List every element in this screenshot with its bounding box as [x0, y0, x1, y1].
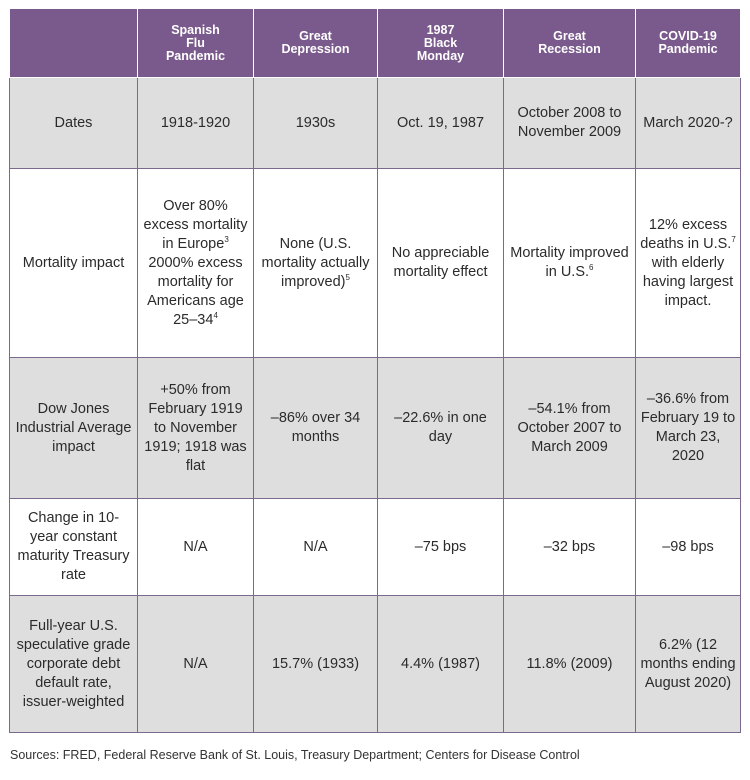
table-row-treasury: Change in 10-year constant maturity Trea…	[9, 498, 741, 596]
footnote-marker: 3	[224, 234, 229, 244]
header-great-recession: Great Recession	[503, 8, 636, 78]
header-text: Black	[423, 35, 458, 50]
table-cell: March 2020-?	[635, 77, 741, 169]
cell-text: No appreciable mortality effect	[391, 245, 490, 280]
header-text: Flu	[186, 35, 205, 50]
table-row-dates: Dates 1918-1920 1930s Oct. 19, 1987 Octo…	[9, 77, 741, 169]
source-note: Sources: FRED, Federal Reserve Bank of S…	[10, 748, 580, 762]
table-cell: –54.1% from October 2007 to March 2009	[503, 357, 636, 499]
header-text: Depression	[281, 42, 350, 56]
table-cell: Oct. 19, 1987	[377, 77, 504, 169]
table-cell: October 2008 to November 2009	[503, 77, 636, 169]
header-great-depression: Great Depression	[253, 8, 378, 78]
cell-text: 12% excess deaths in U.S.	[640, 216, 732, 252]
cell-text: with elderly having largest impact.	[642, 254, 734, 309]
row-label: Full-year U.S. speculative grade corpora…	[9, 595, 138, 733]
footnote-marker: 7	[731, 234, 736, 244]
table-cell: None (U.S. mortality actually improved)5	[253, 168, 378, 358]
table-cell: –36.6% from February 19 to March 23, 202…	[635, 357, 741, 499]
table-cell: –86% over 34 months	[253, 357, 378, 499]
header-covid: COVID-19 Pandemic	[635, 8, 741, 78]
table-cell: +50% from February 1919 to November 1919…	[137, 357, 254, 499]
header-text: Great	[553, 29, 586, 43]
table-row-mortality: Mortality impact Over 80% excess mortali…	[9, 168, 741, 358]
cell-text: None (U.S. mortality actually improved)	[261, 235, 370, 290]
table-cell: N/A	[137, 498, 254, 596]
table-cell: 12% excess deaths in U.S.7 with elderly …	[635, 168, 741, 358]
header-black-monday: 1987 Black Monday	[377, 8, 504, 78]
header-text: Pandemic	[165, 48, 226, 63]
header-row: Spanish Flu Pandemic Great Depression 19…	[9, 8, 741, 78]
cell-text: 2000% excess mortality for Americans age…	[147, 254, 244, 328]
header-text: 1987	[426, 22, 455, 37]
header-text: COVID-19	[659, 29, 717, 43]
row-label: Dow Jones Industrial Average impact	[9, 357, 138, 499]
header-corner	[9, 8, 138, 78]
table-cell: –75 bps	[377, 498, 504, 596]
header-text: Recession	[538, 42, 601, 56]
row-label: Change in 10-year constant maturity Trea…	[9, 498, 138, 596]
header-spanish-flu: Spanish Flu Pandemic	[137, 8, 254, 78]
table-cell: Mortality improved in U.S.6	[503, 168, 636, 358]
table-cell: –22.6% in one day	[377, 357, 504, 499]
table-cell: No appreciable mortality effect	[377, 168, 504, 358]
row-label: Dates	[9, 77, 138, 169]
footnote-marker: 5	[345, 272, 350, 282]
header-text: Monday	[416, 48, 465, 63]
pandemic-comparison-table: Spanish Flu Pandemic Great Depression 19…	[9, 8, 741, 733]
cell-text: Over 80% excess mortality in Europe	[143, 197, 248, 252]
header-text: Great	[299, 29, 332, 43]
table-cell: –98 bps	[635, 498, 741, 596]
table-cell: –32 bps	[503, 498, 636, 596]
table-row-dow-jones: Dow Jones Industrial Average impact +50%…	[9, 357, 741, 499]
table-cell: 1930s	[253, 77, 378, 169]
header-text: Spanish	[171, 22, 220, 37]
table-cell: N/A	[253, 498, 378, 596]
table-cell: 15.7% (1933)	[253, 595, 378, 733]
table-cell: 4.4% (1987)	[377, 595, 504, 733]
row-label: Mortality impact	[9, 168, 138, 358]
table-cell: 6.2% (12 months ending August 2020)	[635, 595, 741, 733]
table-cell: 11.8% (2009)	[503, 595, 636, 733]
footnote-marker: 6	[589, 263, 594, 272]
header-text: Pandemic	[658, 42, 718, 56]
cell-text: Mortality improved in U.S.	[510, 245, 629, 280]
table-row-default-rate: Full-year U.S. speculative grade corpora…	[9, 595, 741, 733]
footnote-marker: 4	[213, 310, 218, 320]
table-cell: Over 80% excess mortality in Europe3 200…	[137, 168, 254, 358]
table-cell: N/A	[137, 595, 254, 733]
table-cell: 1918-1920	[137, 77, 254, 169]
